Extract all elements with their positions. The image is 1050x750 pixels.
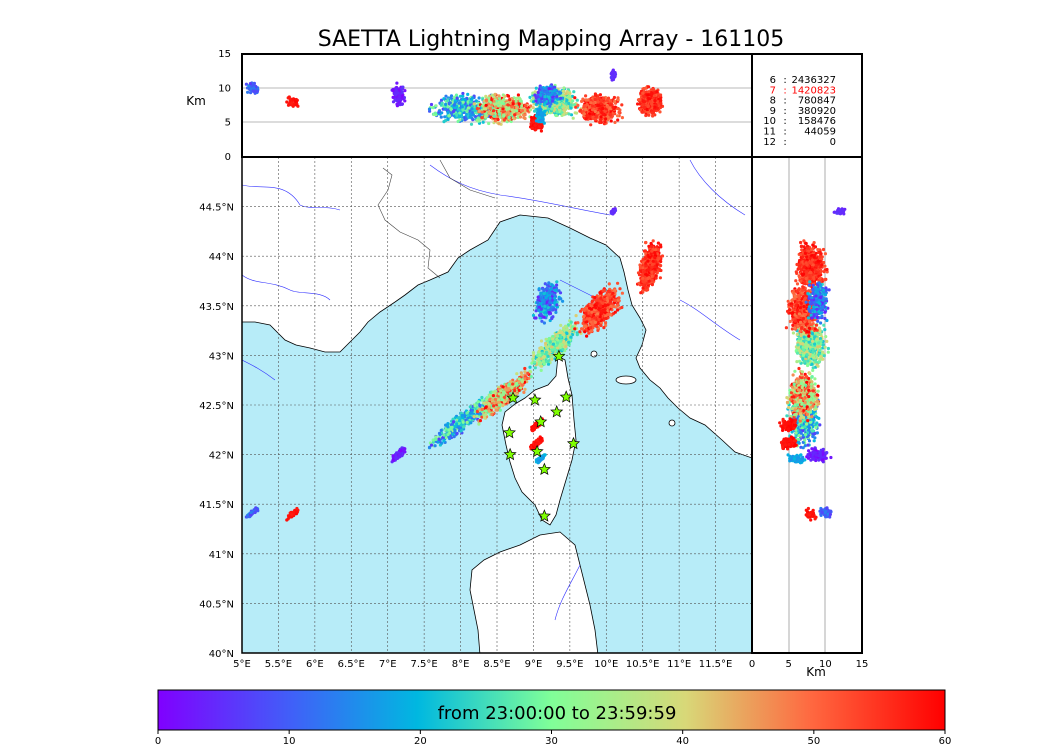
map-x-tick-label: 6.5°E bbox=[338, 659, 365, 670]
borders bbox=[377, 159, 496, 279]
map-x-tick-label: 11.5°E bbox=[699, 659, 733, 670]
station-star bbox=[566, 436, 581, 450]
altitude-lat-sources bbox=[778, 207, 847, 522]
map-y-tick-label: 43°N bbox=[209, 351, 234, 362]
map-y-tick-label: 42°N bbox=[209, 451, 234, 462]
station-star bbox=[534, 414, 548, 428]
map-y-ticks: 40°N 40.5°N 41°N 41.5°N 42°N 42.5°N 43°N 43.5°N… bbox=[199, 203, 234, 660]
altitude-lon-y-ticks: 0 5 10 15 bbox=[218, 49, 231, 163]
station-count-colon: : bbox=[783, 137, 786, 148]
map-x-ticks: 5°E 5.5°E 6°E 6.5°E 7°E 7.5°E 8°E 8.5°E 9°E 9.5°E… bbox=[233, 659, 732, 670]
map-x-tick-label: 5°E bbox=[233, 659, 251, 670]
colorbar-tick-label: 30 bbox=[545, 736, 558, 747]
station-markers bbox=[502, 349, 581, 522]
station-count-value: 780847 bbox=[798, 96, 836, 107]
station-count-value: 380920 bbox=[798, 106, 836, 117]
capraia-island bbox=[590, 350, 598, 358]
station-star bbox=[550, 404, 564, 418]
map-x-tick-label: 10.5°E bbox=[626, 659, 660, 670]
map-x-tick-label: 9.5°E bbox=[556, 659, 583, 670]
colorbar-ticks: 0 10 20 30 40 50 60 bbox=[155, 730, 952, 747]
station-count-panel: 6:24363277:14208238:7808479:38092010:158… bbox=[751, 53, 863, 158]
altitude-lat-tick-label: 15 bbox=[856, 659, 869, 670]
altitude-lon-tick-label: 5 bbox=[225, 118, 231, 129]
chart-title: SAETTA Lightning Mapping Array - 161105 bbox=[318, 27, 785, 52]
station-count-stations: 11 bbox=[763, 127, 776, 138]
sardinia-land bbox=[469, 531, 599, 653]
station-star bbox=[530, 444, 544, 458]
map-x-tick-label: 11°E bbox=[667, 659, 691, 670]
station-star bbox=[502, 425, 516, 439]
altitude-lon-tick-label: 15 bbox=[218, 49, 231, 60]
station-star bbox=[503, 447, 517, 461]
colorbar-tick-label: 20 bbox=[414, 736, 427, 747]
map-y-tick-label: 41°N bbox=[209, 550, 234, 561]
station-count-list: 6:24363277:14208238:7808479:38092010:158… bbox=[763, 75, 836, 148]
colorbar-gradient bbox=[157, 689, 946, 731]
colorbar-tick-label: 10 bbox=[283, 736, 296, 747]
station-count-value: 0 bbox=[830, 137, 836, 148]
map-panel: 5°E 5.5°E 6°E 6.5°E 7°E 7.5°E 8°E 8.5°E 9°E 9.5°E… bbox=[199, 156, 753, 670]
map-y-tick-label: 41.5°N bbox=[199, 500, 234, 511]
station-count-value: 1420823 bbox=[791, 85, 836, 96]
map-grid bbox=[242, 157, 752, 653]
altitude-lon-tick-label: 0 bbox=[225, 152, 231, 163]
map-x-tick-label: 7.5°E bbox=[411, 659, 438, 670]
altitude-lon-ylabel: Km bbox=[186, 94, 206, 108]
giglio-island bbox=[668, 419, 676, 427]
station-star bbox=[552, 349, 566, 362]
map-y-tick-label: 44°N bbox=[209, 252, 234, 263]
station-count-colon: : bbox=[783, 96, 786, 107]
map-x-tick-label: 7°E bbox=[379, 659, 397, 670]
station-star bbox=[537, 462, 551, 476]
station-count-stations: 6 bbox=[770, 75, 776, 86]
station-star bbox=[559, 390, 573, 403]
altitude-lon-panel: Km 0 5 10 15 bbox=[186, 49, 753, 163]
station-count-stations: 8 bbox=[770, 96, 776, 107]
map-x-tick-label: 10°E bbox=[594, 659, 618, 670]
station-star bbox=[528, 393, 542, 406]
colorbar-tick-label: 50 bbox=[807, 736, 820, 747]
map-x-tick-label: 9°E bbox=[525, 659, 543, 670]
colorbar: from 23:00:00 to 23:59:59 0 10 20 30 40 50 60 bbox=[155, 689, 952, 747]
altitude-lat-x-ticks: 0 5 10 15 bbox=[749, 659, 869, 670]
station-count-value: 2436327 bbox=[791, 75, 836, 86]
time-range-label: from 23:00:00 to 23:59:59 bbox=[438, 703, 677, 724]
colorbar-tick-label: 0 bbox=[155, 736, 161, 747]
altitude-lat-tick-label: 5 bbox=[785, 659, 791, 670]
map-y-tick-label: 40°N bbox=[209, 649, 234, 660]
altitude-lat-tick-label: 10 bbox=[819, 659, 832, 670]
station-star bbox=[537, 509, 551, 522]
map-y-tick-label: 40.5°N bbox=[199, 599, 234, 610]
station-count-stations: 10 bbox=[763, 116, 776, 127]
altitude-lon-tick-label: 10 bbox=[218, 83, 231, 94]
altitude-lat-xlabel: Km bbox=[806, 665, 826, 679]
altitude-lon-sources bbox=[244, 68, 665, 133]
station-count-colon: : bbox=[783, 106, 786, 117]
station-count-value: 158476 bbox=[798, 116, 836, 127]
map-y-tick-label: 44.5°N bbox=[199, 203, 234, 214]
altitude-lat-panel: Km 0 5 10 15 bbox=[749, 156, 869, 679]
station-count-colon: : bbox=[783, 127, 786, 138]
station-star bbox=[506, 391, 520, 404]
station-count-colon: : bbox=[783, 85, 786, 96]
station-count-colon: : bbox=[783, 116, 786, 127]
station-count-stations: 7 bbox=[770, 85, 776, 96]
map-x-tick-label: 8°E bbox=[452, 659, 470, 670]
station-count-stations: 12 bbox=[763, 137, 776, 148]
station-count-colon: : bbox=[783, 75, 786, 86]
station-count-value: 44059 bbox=[804, 127, 836, 138]
colorbar-tick-label: 60 bbox=[939, 736, 952, 747]
map-x-tick-label: 5.5°E bbox=[265, 659, 292, 670]
map-x-tick-label: 8.5°E bbox=[483, 659, 510, 670]
colorbar-tick-label: 40 bbox=[676, 736, 689, 747]
elba-island bbox=[615, 375, 637, 385]
map-y-tick-label: 42.5°N bbox=[199, 401, 234, 412]
station-count-stations: 9 bbox=[770, 106, 776, 117]
mainland-land bbox=[242, 157, 752, 459]
altitude-lat-tick-label: 0 bbox=[749, 659, 755, 670]
map-y-tick-label: 43.5°N bbox=[199, 302, 234, 313]
map-x-tick-label: 6°E bbox=[306, 659, 324, 670]
